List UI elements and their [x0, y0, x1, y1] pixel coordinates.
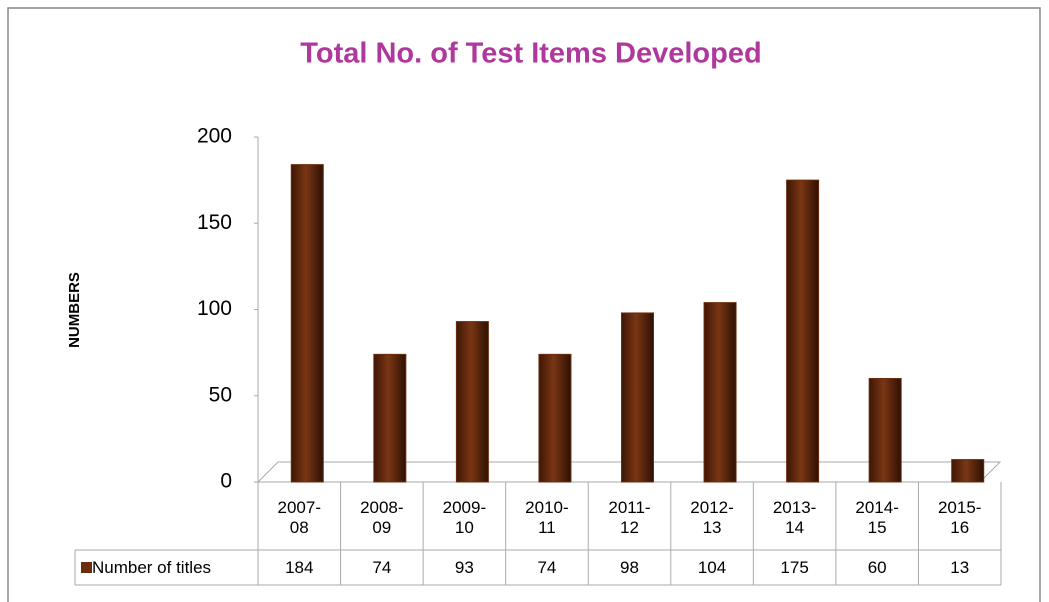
table-value-text: 93 [454, 557, 474, 577]
bar [538, 353, 572, 483]
table-value-text: 175 [780, 557, 809, 577]
table-value-text: 184 [285, 557, 314, 577]
x-tick-label: 2012-13 [671, 485, 754, 550]
y-tick-label: 100 [197, 297, 232, 320]
x-tick-label: 2010-11 [506, 485, 589, 550]
bar [786, 179, 820, 483]
x-tick-label: 2008-09 [341, 485, 424, 550]
x-tick-label-text: 2012-13 [690, 497, 734, 537]
table-value: 74 [341, 550, 424, 585]
x-tick-label-text: 2007-08 [277, 497, 321, 537]
table-value: 104 [671, 550, 754, 585]
table-value: 175 [753, 550, 836, 585]
table-value-text: 13 [950, 557, 970, 577]
legend-entry: Number of titles [92, 550, 258, 585]
bar [290, 164, 324, 483]
bar [455, 321, 489, 483]
bar [373, 353, 407, 483]
x-tick-label-text: 2009-10 [442, 497, 487, 537]
x-tick-label-text: 2010-11 [525, 497, 569, 537]
table-value: 98 [588, 550, 671, 585]
x-tick-label: 2009-10 [423, 485, 506, 550]
y-axis-label: NUMBERS [66, 272, 83, 348]
chart-border [7, 7, 1041, 602]
table-value-text: 98 [620, 557, 639, 577]
y-tick-label: 200 [197, 125, 232, 148]
bar [621, 312, 654, 483]
table-value: 13 [918, 550, 1001, 585]
table-value: 93 [423, 550, 506, 585]
x-tick-label: 2011-12 [588, 485, 671, 550]
table-value-text: 74 [537, 557, 557, 577]
y-tick-label: 0 [220, 470, 232, 493]
table-value-text: 104 [697, 557, 727, 577]
x-tick-label: 2014-15 [836, 485, 919, 550]
floor [256, 461, 1002, 483]
legend-swatch [81, 562, 92, 573]
x-tick-label-text: 2011-12 [608, 497, 651, 537]
table-value: 184 [258, 550, 341, 585]
x-tick-label-text: 2015-16 [937, 497, 982, 537]
y-tick-label: 150 [197, 211, 232, 234]
bar [951, 459, 985, 483]
x-tick-label: 2015-16 [918, 485, 1001, 550]
x-tick-label: 2007-08 [258, 485, 341, 550]
table-value: 60 [836, 550, 919, 585]
chart-title: Total No. of Test Items Developed [300, 38, 761, 70]
table-value: 74 [506, 550, 589, 585]
x-tick-label: 2013-14 [753, 485, 836, 550]
table-value-text: 74 [372, 557, 392, 577]
table-value-text: 60 [867, 557, 887, 577]
y-tick-label: 50 [209, 383, 232, 406]
x-tick-label-text: 2008-09 [360, 497, 404, 537]
legend-entry-text: Number of titles [92, 557, 212, 577]
bar [868, 378, 902, 483]
x-tick-label-text: 2014-15 [855, 497, 899, 537]
x-tick-label-text: 2013-14 [772, 497, 817, 537]
bar [703, 302, 737, 483]
